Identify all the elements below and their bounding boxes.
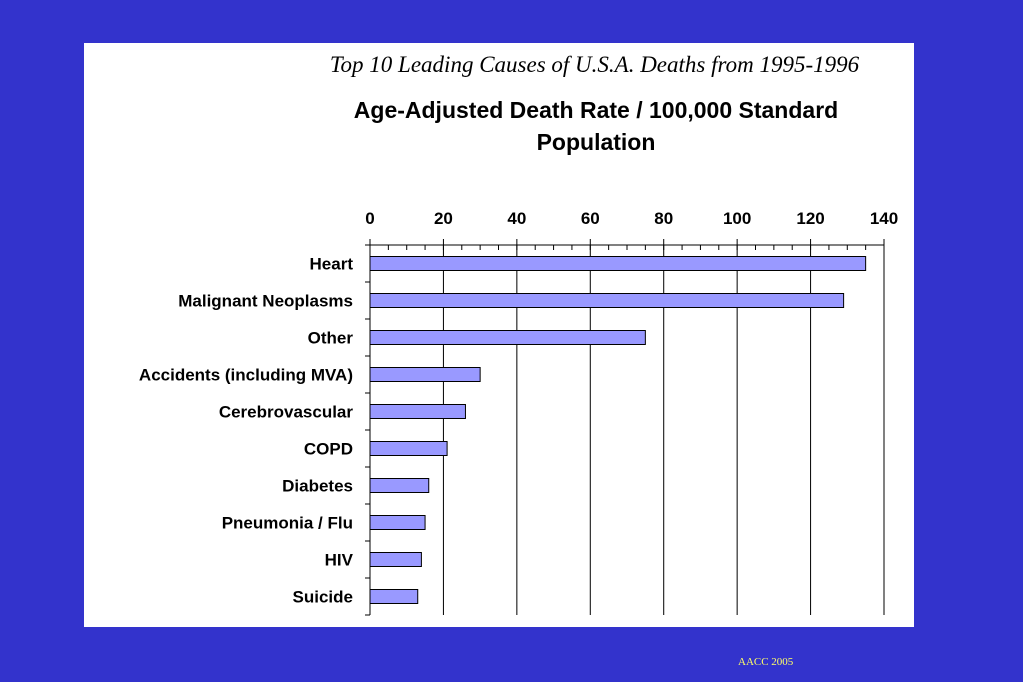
x-tick-label: 140 bbox=[870, 209, 898, 228]
category-label: Diabetes bbox=[282, 477, 353, 496]
bar bbox=[369, 478, 430, 493]
category-label: HIV bbox=[325, 551, 354, 570]
bar bbox=[369, 330, 646, 345]
x-tick-label: 0 bbox=[365, 209, 374, 228]
footer-credit: AACC 2005 bbox=[738, 656, 794, 668]
x-tick-label: 20 bbox=[434, 209, 453, 228]
x-tick-label: 120 bbox=[796, 209, 824, 228]
bar bbox=[369, 404, 466, 419]
x-tick-label: 60 bbox=[581, 209, 600, 228]
chart-title: Age-Adjusted Death Rate / 100,000 Standa… bbox=[353, 97, 839, 155]
bar bbox=[369, 256, 867, 271]
category-label: COPD bbox=[304, 440, 353, 459]
bar bbox=[369, 552, 422, 567]
x-tick-label: 100 bbox=[723, 209, 751, 228]
x-tick-label: 80 bbox=[654, 209, 673, 228]
category-label: Malignant Neoplasms bbox=[178, 292, 353, 311]
bar bbox=[369, 293, 845, 308]
category-label: Suicide bbox=[293, 588, 353, 607]
category-label: Pneumonia / Flu bbox=[222, 514, 353, 533]
bar bbox=[369, 589, 419, 604]
category-label: Cerebrovascular bbox=[219, 403, 354, 422]
bar bbox=[369, 367, 481, 382]
category-label: Accidents (including MVA) bbox=[139, 366, 353, 385]
x-tick-label: 40 bbox=[507, 209, 526, 228]
category-label: Other bbox=[308, 329, 354, 348]
bar bbox=[369, 515, 426, 530]
slide-title: Top 10 Leading Causes of U.S.A. Deaths f… bbox=[329, 52, 860, 77]
bar bbox=[369, 441, 448, 456]
category-label: Heart bbox=[310, 255, 354, 274]
